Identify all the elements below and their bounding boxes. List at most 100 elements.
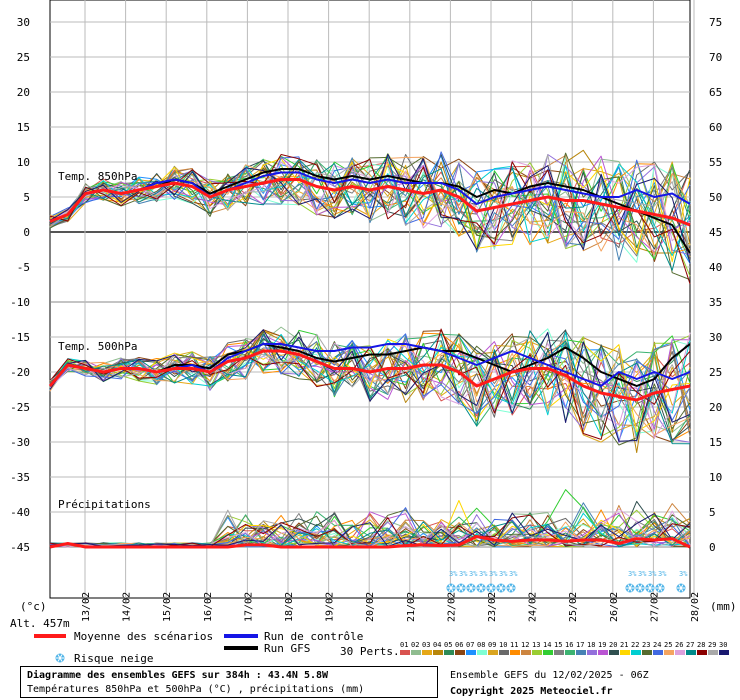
pert-color-swatch — [576, 650, 586, 655]
pert-number: 21 — [620, 641, 628, 649]
pert-color-swatch — [587, 650, 597, 655]
ensemble-line-t500 — [49, 333, 691, 421]
x-axis-tick: 16/02 — [203, 592, 214, 622]
legend-mean-label: Moyenne des scénarios — [74, 630, 213, 643]
left-axis-tick: 5 — [23, 191, 30, 204]
left-axis-tick: 10 — [17, 156, 30, 169]
right-axis-tick: 10 — [709, 471, 722, 484]
pert-number: 01 — [400, 641, 408, 649]
altitude-label: Alt. 457m — [10, 617, 70, 630]
snow-percent: 3% — [459, 570, 468, 578]
legend-gfs-label: Run GFS — [264, 642, 310, 655]
ensemble-line-t500 — [49, 334, 691, 444]
chart-title-box: Diagramme des ensembles GEFS sur 384h : … — [20, 666, 438, 698]
ensemble-line-t500 — [49, 329, 691, 441]
ensemble-line-t850 — [49, 154, 691, 250]
right-axis-tick: 70 — [709, 51, 722, 64]
snow-icon — [645, 583, 655, 593]
pert-number: 16 — [565, 641, 573, 649]
pert-color-swatch — [444, 650, 454, 655]
x-axis-tick: 22/02 — [446, 592, 457, 622]
pert-number: 09 — [488, 641, 496, 649]
pert-number: 10 — [499, 641, 507, 649]
snow-percent: 3% — [509, 570, 518, 578]
pert-number: 05 — [444, 641, 452, 649]
run-info-block: Ensemble GEFS du 12/02/2025 - 06Z Copyri… — [450, 668, 649, 700]
right-axis-tick: 35 — [709, 296, 722, 309]
pert-color-swatch — [411, 650, 421, 655]
pert-color-swatch — [697, 650, 707, 655]
right-axis-tick: 65 — [709, 86, 722, 99]
pert-number: 19 — [598, 641, 606, 649]
ensemble-line-t500 — [49, 339, 691, 437]
mean-line-t500 — [48, 349, 691, 402]
main-run-lines — [48, 168, 691, 549]
pert-number: 27 — [686, 641, 694, 649]
pert-color-swatch — [719, 650, 729, 655]
x-axis-tick: 17/02 — [243, 592, 254, 622]
right-axis-tick: 55 — [709, 156, 722, 169]
pert-number: 02 — [411, 641, 419, 649]
x-axis-tick: 20/02 — [365, 592, 376, 622]
chart-legend: Moyenne des scénarios Run de contrôleRun … — [34, 630, 729, 665]
snow-percent: 3% — [489, 570, 498, 578]
pert-number: 17 — [576, 641, 584, 649]
pert-number: 04 — [433, 641, 441, 649]
pert-color-swatch — [686, 650, 696, 655]
ensemble-line-t500 — [49, 331, 691, 437]
left-axis-tick: 25 — [17, 51, 30, 64]
pert-number: 12 — [521, 641, 529, 649]
right-axis-tick: 40 — [709, 261, 722, 274]
pert-color-swatch — [477, 650, 487, 655]
snow-icon — [635, 583, 645, 593]
pert-color-swatch — [433, 650, 443, 655]
x-axis-tick: 21/02 — [406, 592, 417, 622]
left-axis-tick: -25 — [10, 401, 30, 414]
panel-label-t500: Temp. 500hPa — [58, 340, 137, 353]
left-axis-label: (°c) — [20, 600, 47, 613]
pert-color-swatch — [664, 650, 674, 655]
pert-number: 23 — [642, 641, 650, 649]
x-axis-tick: 28/02 — [690, 592, 701, 622]
pert-number: 06 — [455, 641, 463, 649]
snow-icon — [55, 653, 65, 663]
run-info: Ensemble GEFS du 12/02/2025 - 06Z — [450, 670, 649, 681]
pert-color-swatch — [532, 650, 542, 655]
pert-color-swatch — [455, 650, 465, 655]
copyright: Copyright 2025 Meteociel.fr — [450, 686, 613, 697]
pert-number: 30 — [719, 641, 727, 649]
pert-color-swatch — [631, 650, 641, 655]
snow-percent: 3% — [469, 570, 478, 578]
pert-color-swatch — [554, 650, 564, 655]
right-axis-tick: 50 — [709, 191, 722, 204]
snow-icon — [476, 583, 486, 593]
left-axis-tick: -30 — [10, 436, 30, 449]
snow-icon — [496, 583, 506, 593]
pert-color-swatch — [400, 650, 410, 655]
x-axis-tick: 27/02 — [649, 592, 660, 622]
pert-number: 13 — [532, 641, 540, 649]
left-axis-tick: -10 — [10, 296, 30, 309]
ensemble-line-t850 — [49, 156, 691, 256]
right-axis-tick: 30 — [709, 331, 722, 344]
right-axis-label: (mm) — [710, 600, 737, 613]
right-axis-tick: 45 — [709, 226, 722, 239]
x-axis-tick: 24/02 — [528, 592, 539, 622]
left-axis-tick: -20 — [10, 366, 30, 379]
ensemble-line-t850 — [49, 151, 691, 247]
snow-percent: 3% — [628, 570, 637, 578]
ensemble-line-t850 — [49, 163, 691, 256]
x-axis-tick: 23/02 — [487, 592, 498, 622]
pert-number: 29 — [708, 641, 716, 649]
legend-control-label: Run de contrôle — [264, 630, 363, 643]
right-axis-tick: 15 — [709, 436, 722, 449]
snow-percent: 3% — [679, 570, 688, 578]
plot-frame — [49, 0, 691, 599]
pert-number: 22 — [631, 641, 639, 649]
pert-color-swatch — [488, 650, 498, 655]
left-axis-tick: -15 — [10, 331, 30, 344]
pert-number: 18 — [587, 641, 595, 649]
right-axis-tick: 60 — [709, 121, 722, 134]
pert-color-swatch — [598, 650, 608, 655]
